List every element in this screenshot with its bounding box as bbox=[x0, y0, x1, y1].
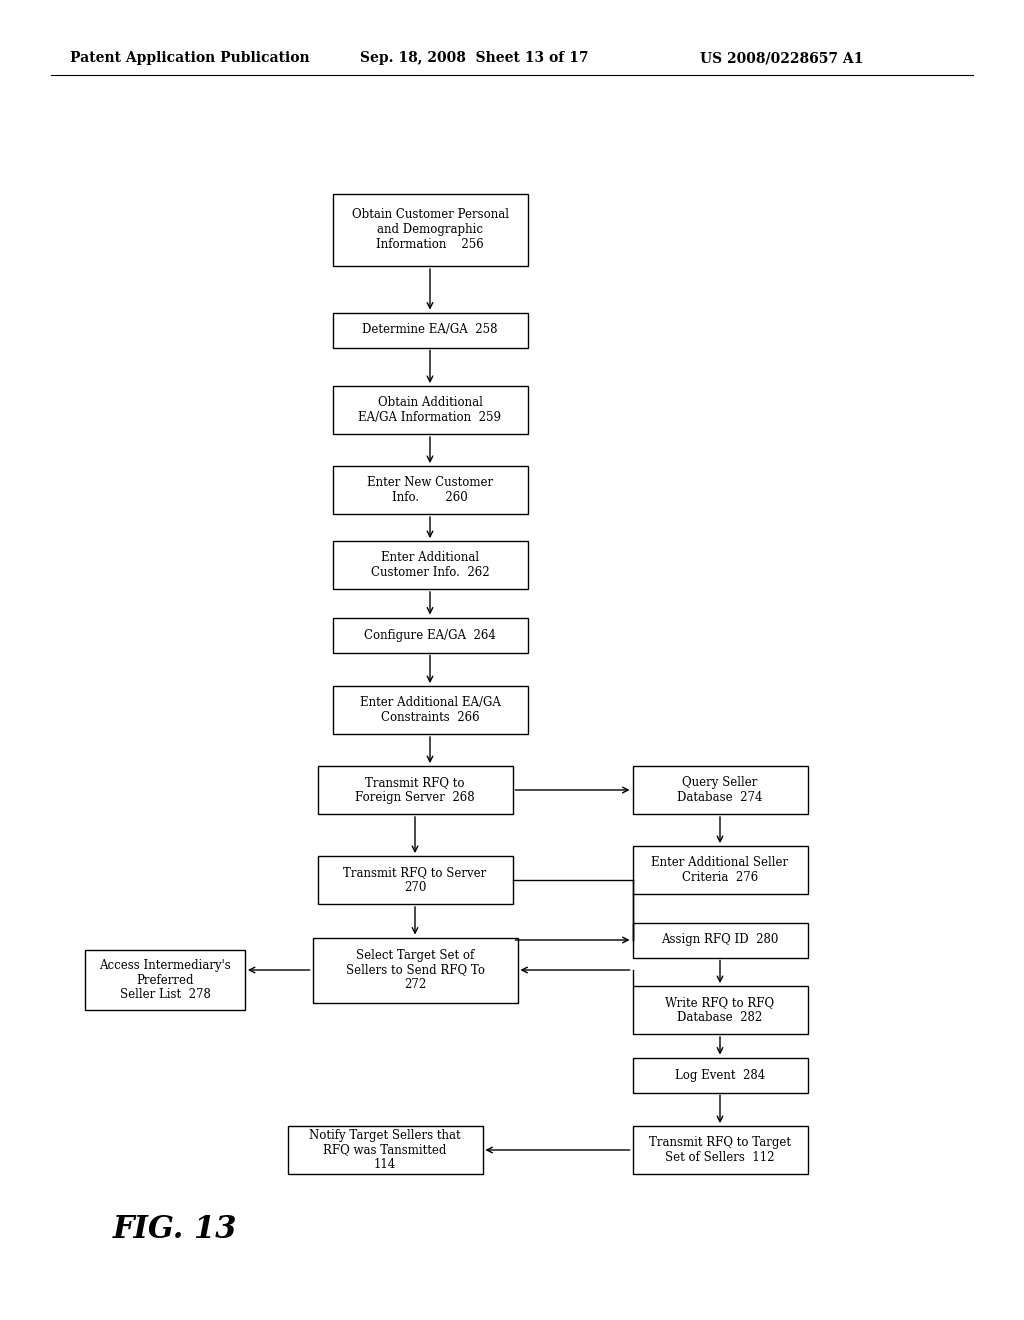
Text: FIG. 13: FIG. 13 bbox=[113, 1214, 238, 1246]
Bar bbox=[633, 1126, 808, 1173]
Text: Sep. 18, 2008  Sheet 13 of 17: Sep. 18, 2008 Sheet 13 of 17 bbox=[360, 51, 589, 65]
Bar bbox=[633, 923, 808, 957]
Bar bbox=[333, 541, 527, 589]
Text: Write RFQ to RFQ
Database  282: Write RFQ to RFQ Database 282 bbox=[666, 997, 774, 1024]
Text: Transmit RFQ to Server
270: Transmit RFQ to Server 270 bbox=[343, 866, 486, 894]
Bar bbox=[333, 385, 527, 434]
Bar bbox=[317, 855, 512, 904]
Text: Configure EA/GA  264: Configure EA/GA 264 bbox=[365, 628, 496, 642]
Text: Enter New Customer
Info.       260: Enter New Customer Info. 260 bbox=[367, 477, 494, 504]
Text: Access Intermediary's
Preferred
Seller List  278: Access Intermediary's Preferred Seller L… bbox=[99, 958, 230, 1002]
Text: Query Seller
Database  274: Query Seller Database 274 bbox=[677, 776, 763, 804]
Text: Transmit RFQ to Target
Set of Sellers  112: Transmit RFQ to Target Set of Sellers 11… bbox=[649, 1137, 791, 1164]
Bar bbox=[633, 986, 808, 1034]
Bar bbox=[633, 846, 808, 894]
Bar bbox=[333, 686, 527, 734]
Bar bbox=[288, 1126, 482, 1173]
Bar bbox=[333, 313, 527, 347]
Bar bbox=[633, 1057, 808, 1093]
Text: Notify Target Sellers that
RFQ was Tansmitted
114: Notify Target Sellers that RFQ was Tansm… bbox=[309, 1129, 461, 1172]
Text: Enter Additional EA/GA
Constraints  266: Enter Additional EA/GA Constraints 266 bbox=[359, 696, 501, 723]
Text: Patent Application Publication: Patent Application Publication bbox=[70, 51, 309, 65]
Text: Log Event  284: Log Event 284 bbox=[675, 1068, 765, 1081]
Bar bbox=[333, 194, 527, 267]
Text: Enter Additional Seller
Criteria  276: Enter Additional Seller Criteria 276 bbox=[651, 855, 788, 884]
Text: Obtain Customer Personal
and Demographic
Information    256: Obtain Customer Personal and Demographic… bbox=[351, 209, 509, 252]
Text: Assign RFQ ID  280: Assign RFQ ID 280 bbox=[662, 933, 778, 946]
Text: Select Target Set of
Sellers to Send RFQ To
272: Select Target Set of Sellers to Send RFQ… bbox=[345, 949, 484, 991]
Bar bbox=[85, 950, 245, 1010]
Bar bbox=[333, 466, 527, 513]
Text: Transmit RFQ to
Foreign Server  268: Transmit RFQ to Foreign Server 268 bbox=[355, 776, 475, 804]
Text: Determine EA/GA  258: Determine EA/GA 258 bbox=[362, 323, 498, 337]
Text: Enter Additional
Customer Info.  262: Enter Additional Customer Info. 262 bbox=[371, 550, 489, 579]
Bar bbox=[333, 618, 527, 652]
Text: US 2008/0228657 A1: US 2008/0228657 A1 bbox=[700, 51, 863, 65]
Bar bbox=[317, 766, 512, 814]
Bar bbox=[633, 766, 808, 814]
Bar bbox=[312, 937, 517, 1002]
Text: Obtain Additional
EA/GA Information  259: Obtain Additional EA/GA Information 259 bbox=[358, 396, 502, 424]
